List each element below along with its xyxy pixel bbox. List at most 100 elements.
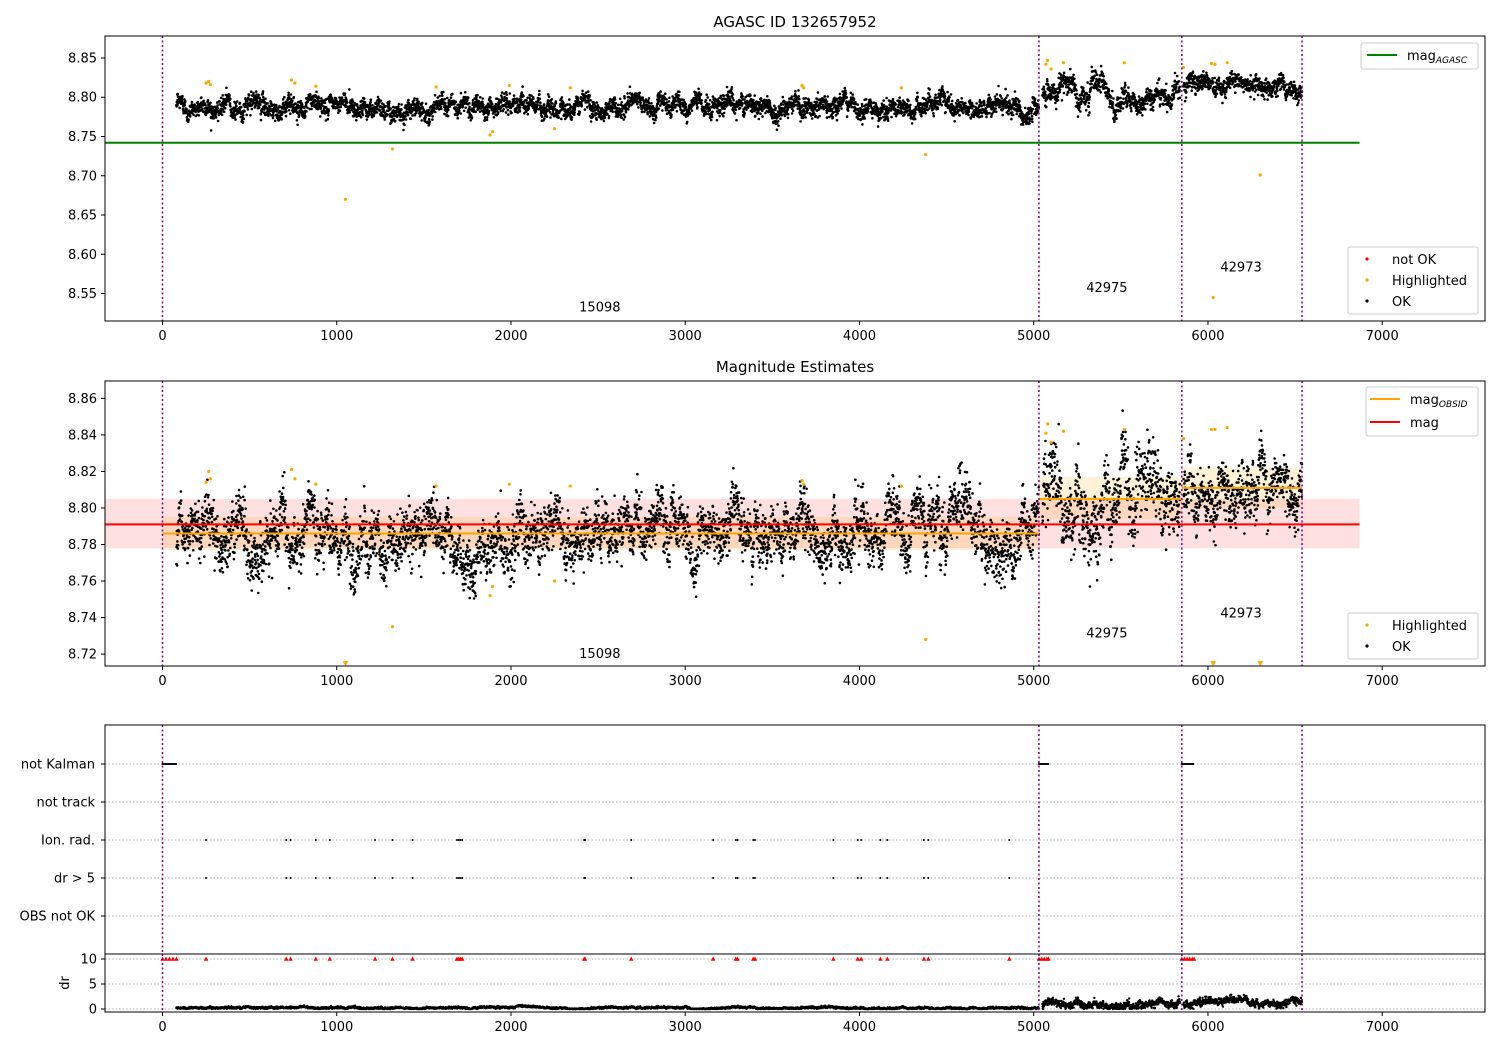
data-point-ok	[648, 115, 652, 118]
data-point-ok	[685, 120, 689, 124]
data-point-ok	[859, 117, 863, 121]
data-point-ok	[1079, 110, 1082, 113]
data-point-ok	[611, 110, 615, 113]
data-point-ok	[319, 115, 322, 118]
data-point-ok	[754, 114, 757, 118]
data-point-ok	[489, 96, 492, 99]
data-point-ok	[1028, 119, 1031, 123]
data-point-ok	[548, 111, 552, 114]
data-point-ok	[825, 100, 829, 103]
data-point-ok	[667, 100, 671, 103]
data-point-ok	[393, 119, 397, 123]
data-point-ok	[715, 118, 719, 122]
data-point-ok	[525, 99, 528, 102]
data-point-ok	[1139, 111, 1142, 114]
data-point-ok	[799, 120, 802, 123]
data-point-ok	[944, 110, 947, 114]
data-point-ok	[1099, 64, 1103, 68]
data-point-ok	[1114, 113, 1118, 117]
data-point-ok	[661, 109, 664, 112]
data-point-ok	[791, 109, 795, 113]
data-point-ok	[1137, 95, 1141, 98]
data-point-ok	[188, 115, 192, 118]
data-point-ok	[1145, 90, 1148, 94]
data-point-ok	[831, 115, 835, 119]
data-point-ok	[518, 106, 522, 109]
data-point-ok	[700, 99, 703, 102]
data-point-ok	[422, 110, 426, 113]
data-point-ok	[943, 92, 946, 96]
data-point-ok	[1059, 73, 1063, 76]
data-point-ok	[761, 115, 764, 118]
data-point-ok	[1046, 83, 1050, 87]
data-point-ok	[786, 112, 790, 116]
data-point-ok	[264, 97, 267, 100]
data-point-ok	[454, 100, 458, 103]
data-point-ok	[704, 98, 708, 102]
data-point-ok	[285, 110, 288, 113]
data-point-ok	[216, 104, 219, 107]
data-point-ok	[248, 94, 251, 97]
data-point-ok	[245, 113, 248, 117]
data-point-ok	[815, 97, 818, 100]
data-point-ok	[216, 101, 219, 104]
data-point-ok	[646, 112, 649, 116]
data-point-ok	[870, 101, 873, 105]
data-point-ok	[797, 95, 800, 98]
data-point-ok	[1001, 113, 1004, 117]
data-point-ok	[1082, 86, 1085, 90]
data-point-ok	[1052, 83, 1056, 86]
data-point-ok	[707, 103, 711, 106]
data-point-ok	[271, 103, 274, 107]
data-point-ok	[275, 103, 278, 107]
data-point-ok	[1093, 74, 1096, 78]
data-point-ok	[413, 97, 416, 100]
data-point-ok	[967, 110, 971, 113]
data-point-ok	[1095, 73, 1099, 76]
data-point-ok	[932, 107, 935, 110]
data-point-ok	[958, 114, 961, 117]
data-point-ok	[296, 111, 299, 114]
data-point-ok	[970, 102, 974, 105]
data-point-ok	[219, 96, 223, 100]
data-point-ok	[639, 101, 642, 104]
data-point-ok	[1078, 106, 1081, 109]
data-point-ok	[647, 102, 651, 105]
data-point-ok	[778, 106, 781, 109]
data-point-ok	[421, 101, 424, 105]
data-point-ok	[730, 86, 734, 89]
data-point-ok	[245, 100, 249, 103]
data-point-ok	[1030, 114, 1034, 118]
data-point-ok	[709, 118, 713, 122]
data-point-ok	[224, 103, 228, 107]
data-point-ok	[200, 96, 203, 99]
data-point-ok	[546, 93, 550, 96]
data-point-ok	[844, 89, 847, 93]
data-point-ok	[199, 109, 202, 112]
data-point-ok	[458, 106, 462, 109]
data-point-ok	[511, 104, 515, 107]
data-point-ok	[586, 90, 590, 93]
data-point-ok	[355, 119, 358, 122]
data-point-ok	[369, 98, 373, 101]
data-point-ok	[487, 109, 491, 113]
data-point-ok	[366, 105, 370, 109]
data-point-ok	[1111, 102, 1115, 105]
data-point-ok	[505, 93, 509, 97]
data-point-ok	[241, 114, 245, 117]
data-point-ok	[858, 114, 862, 118]
data-point-ok	[297, 113, 301, 117]
data-point-ok	[345, 101, 349, 104]
data-point-ok	[221, 94, 224, 97]
data-point-ok	[776, 120, 780, 123]
data-point-ok	[240, 105, 243, 109]
data-point-ok	[886, 119, 890, 122]
data-point-ok	[654, 118, 657, 122]
data-point-ok	[846, 109, 850, 112]
data-point-ok	[482, 103, 485, 107]
data-point-ok	[1050, 94, 1053, 97]
data-point-ok	[1119, 96, 1122, 100]
data-point-ok	[362, 97, 366, 100]
data-point-ok	[442, 90, 445, 94]
data-point-ok	[278, 106, 281, 109]
